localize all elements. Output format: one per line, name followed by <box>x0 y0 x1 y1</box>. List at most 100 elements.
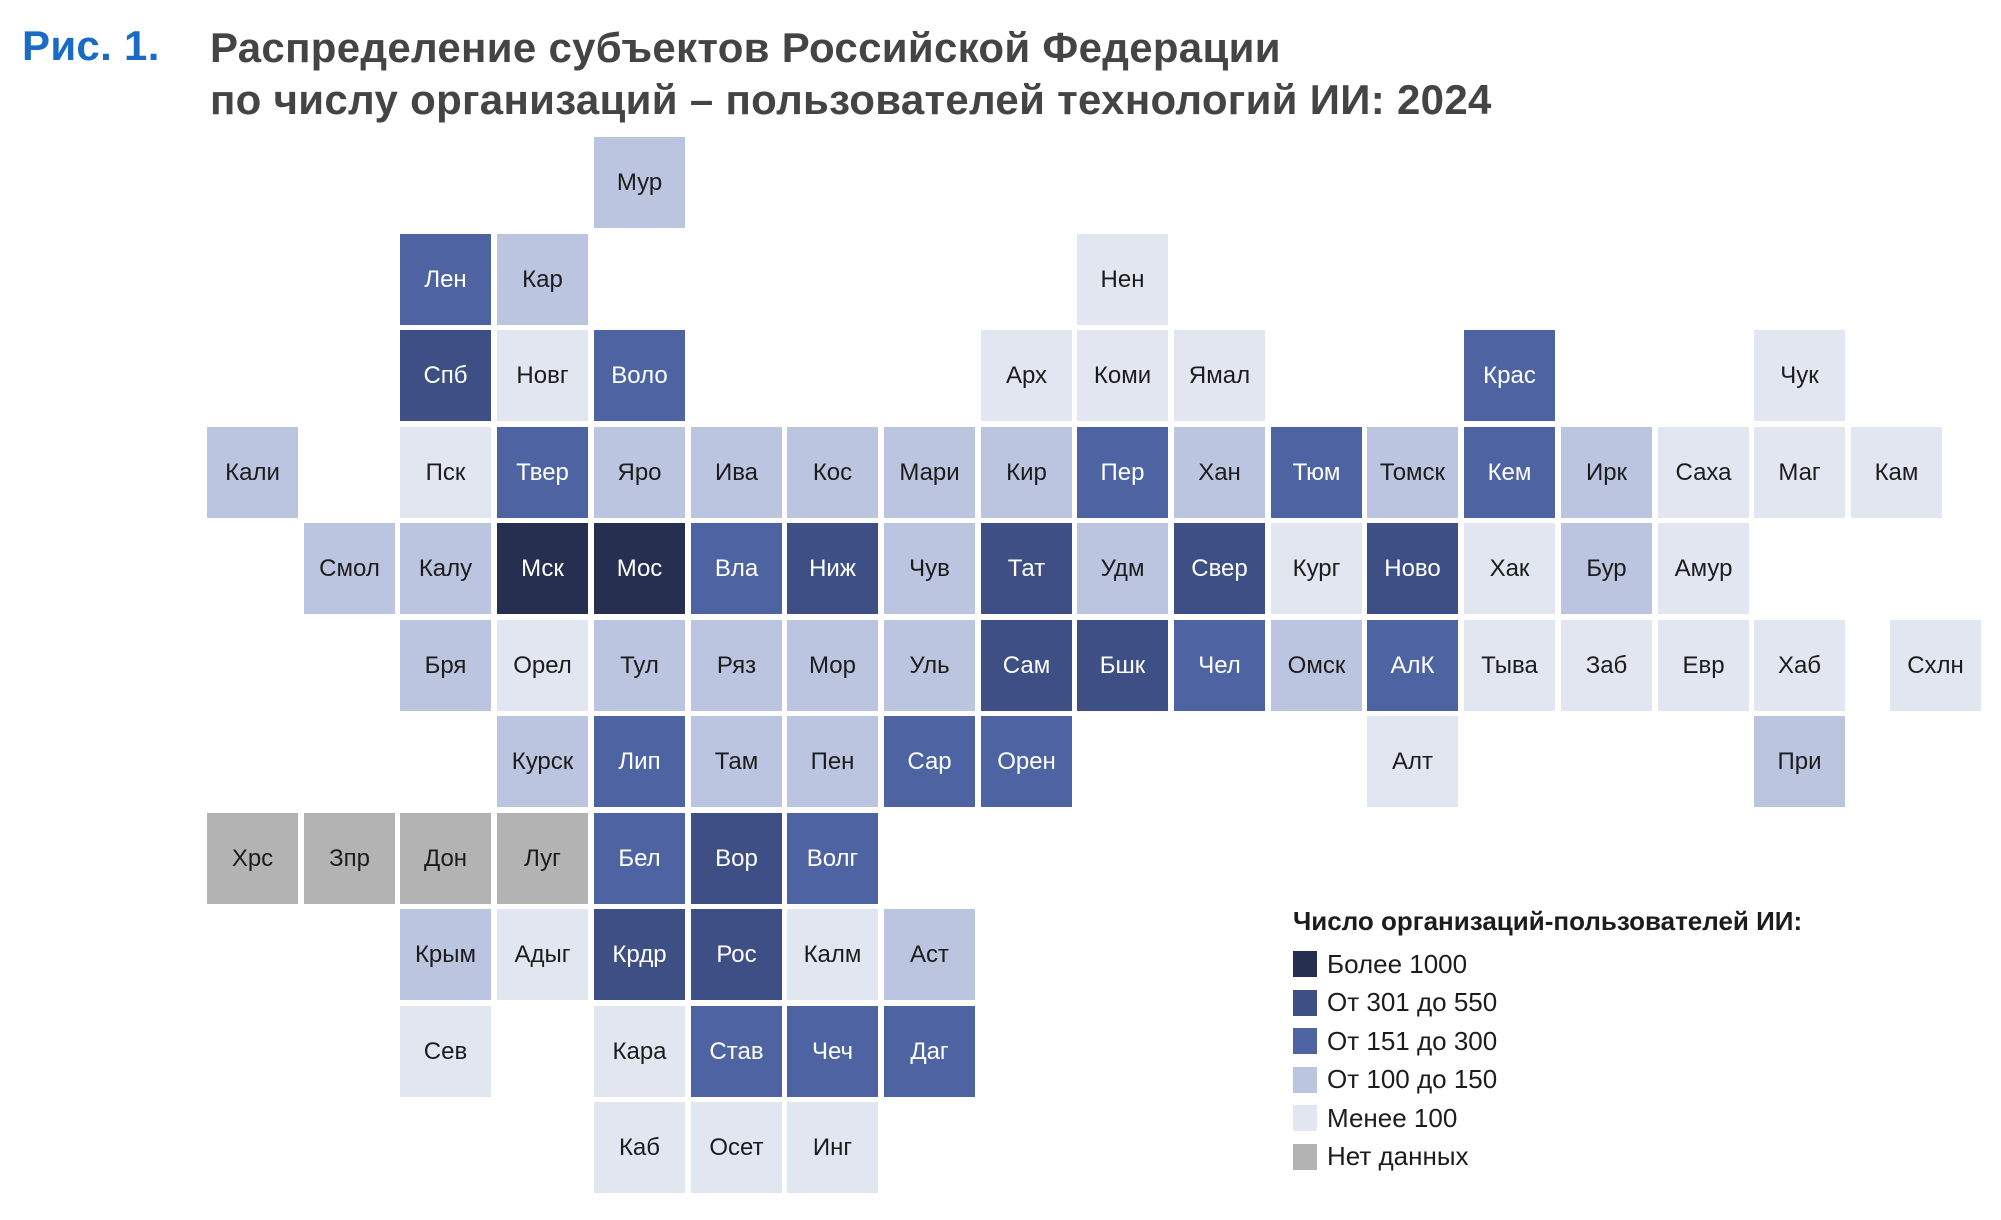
legend-label: Более 1000 <box>1327 948 1468 979</box>
legend-item: Нет данных <box>1293 1138 1802 1177</box>
region-tile: Орел <box>497 620 588 711</box>
region-tile: Сев <box>400 1006 491 1097</box>
region-tile: Свер <box>1174 523 1265 614</box>
legend-label: Нет данных <box>1327 1141 1469 1172</box>
legend-swatch <box>1293 1066 1317 1093</box>
region-tile: Крдр <box>594 909 685 1000</box>
region-tile: Кир <box>981 427 1072 518</box>
region-tile: При <box>1754 716 1845 807</box>
region-tile: Пер <box>1077 427 1168 518</box>
region-tile: Кам <box>1851 427 1942 518</box>
region-tile: Вла <box>691 523 782 614</box>
region-tile: Ямал <box>1174 330 1265 421</box>
region-tile: Став <box>691 1006 782 1097</box>
region-tile: Схлн <box>1890 620 1981 711</box>
region-tile: АлК <box>1367 620 1458 711</box>
legend-label: От 151 до 300 <box>1327 1025 1498 1056</box>
region-tile: Чеч <box>787 1006 878 1097</box>
region-tile: Ново <box>1367 523 1458 614</box>
region-tile: Орен <box>981 716 1072 807</box>
region-tile: Омск <box>1271 620 1362 711</box>
figure-label: Рис. 1. <box>22 22 160 69</box>
region-tile: Хаб <box>1754 620 1845 711</box>
legend-item: Менее 100 <box>1293 1099 1802 1138</box>
region-tile: Каб <box>594 1102 685 1193</box>
legend-swatch <box>1293 1105 1317 1132</box>
region-tile: Кара <box>594 1006 685 1097</box>
region-tile: Удм <box>1077 523 1168 614</box>
region-tile: Томск <box>1367 427 1458 518</box>
region-tile: Смол <box>304 523 395 614</box>
legend-swatch <box>1293 1143 1317 1170</box>
region-tile: Пен <box>787 716 878 807</box>
region-tile: Кали <box>207 427 298 518</box>
region-tile: Дон <box>400 813 491 904</box>
region-tile: Кем <box>1464 427 1555 518</box>
figure-title-line-1: Распределение субъектов Российской Федер… <box>210 24 1281 71</box>
region-tile: Кос <box>787 427 878 518</box>
legend-swatch <box>1293 989 1317 1016</box>
region-tile: Тыва <box>1464 620 1555 711</box>
legend: Число организаций-пользователей ИИ: Боле… <box>1293 906 1802 1176</box>
region-tile: Тул <box>594 620 685 711</box>
region-tile: Кар <box>497 234 588 325</box>
region-tile: Мск <box>497 523 588 614</box>
region-tile: Калм <box>787 909 878 1000</box>
legend-label: Менее 100 <box>1327 1102 1458 1133</box>
region-tile: Ирк <box>1561 427 1652 518</box>
region-tile: Чув <box>884 523 975 614</box>
region-tile: Осет <box>691 1102 782 1193</box>
legend-label: От 301 до 550 <box>1327 987 1498 1018</box>
region-tile: Крым <box>400 909 491 1000</box>
region-tile: Там <box>691 716 782 807</box>
region-tile: Мур <box>594 137 685 228</box>
region-tile: Спб <box>400 330 491 421</box>
region-tile: Лип <box>594 716 685 807</box>
region-tile: Нен <box>1077 234 1168 325</box>
region-tile: Калу <box>400 523 491 614</box>
region-tile: Алт <box>1367 716 1458 807</box>
region-tile: Аст <box>884 909 975 1000</box>
region-tile: Ряз <box>691 620 782 711</box>
region-tile: Новг <box>497 330 588 421</box>
region-tile: Волг <box>787 813 878 904</box>
region-tile: Мор <box>787 620 878 711</box>
region-tile: Мос <box>594 523 685 614</box>
region-tile: Чук <box>1754 330 1845 421</box>
figure-title: Распределение субъектов Российской Федер… <box>210 22 1492 126</box>
region-tile: Ива <box>691 427 782 518</box>
legend-label: От 100 до 150 <box>1327 1064 1498 1095</box>
region-tile: Тат <box>981 523 1072 614</box>
legend-swatch <box>1293 951 1317 978</box>
region-tile: Хрс <box>207 813 298 904</box>
figure-title-line-2: по числу организаций – пользователей тех… <box>210 76 1492 123</box>
region-tile: Чел <box>1174 620 1265 711</box>
region-tile: Хан <box>1174 427 1265 518</box>
legend-title: Число организаций-пользователей ИИ: <box>1293 906 1803 936</box>
region-tile: Бшк <box>1077 620 1168 711</box>
region-tile: Арх <box>981 330 1072 421</box>
region-tile: Лен <box>400 234 491 325</box>
region-tile: Хак <box>1464 523 1555 614</box>
legend-swatch <box>1293 1028 1317 1055</box>
region-tile: Евр <box>1658 620 1749 711</box>
region-tile: Саха <box>1658 427 1749 518</box>
region-tile: Маг <box>1754 427 1845 518</box>
region-tile: Амур <box>1658 523 1749 614</box>
region-tile: Кург <box>1271 523 1362 614</box>
region-tile: Ниж <box>787 523 878 614</box>
region-tile: Коми <box>1077 330 1168 421</box>
region-tile: Крас <box>1464 330 1555 421</box>
region-tile: Воло <box>594 330 685 421</box>
region-tile: Бур <box>1561 523 1652 614</box>
legend-item: От 151 до 300 <box>1293 1022 1802 1061</box>
region-tile: Даг <box>884 1006 975 1097</box>
region-tile: Курск <box>497 716 588 807</box>
region-tile: Сар <box>884 716 975 807</box>
region-tile: Вор <box>691 813 782 904</box>
region-tile: Бел <box>594 813 685 904</box>
region-tile: Уль <box>884 620 975 711</box>
region-tile: Луг <box>497 813 588 904</box>
legend-item: От 100 до 150 <box>1293 1061 1802 1100</box>
